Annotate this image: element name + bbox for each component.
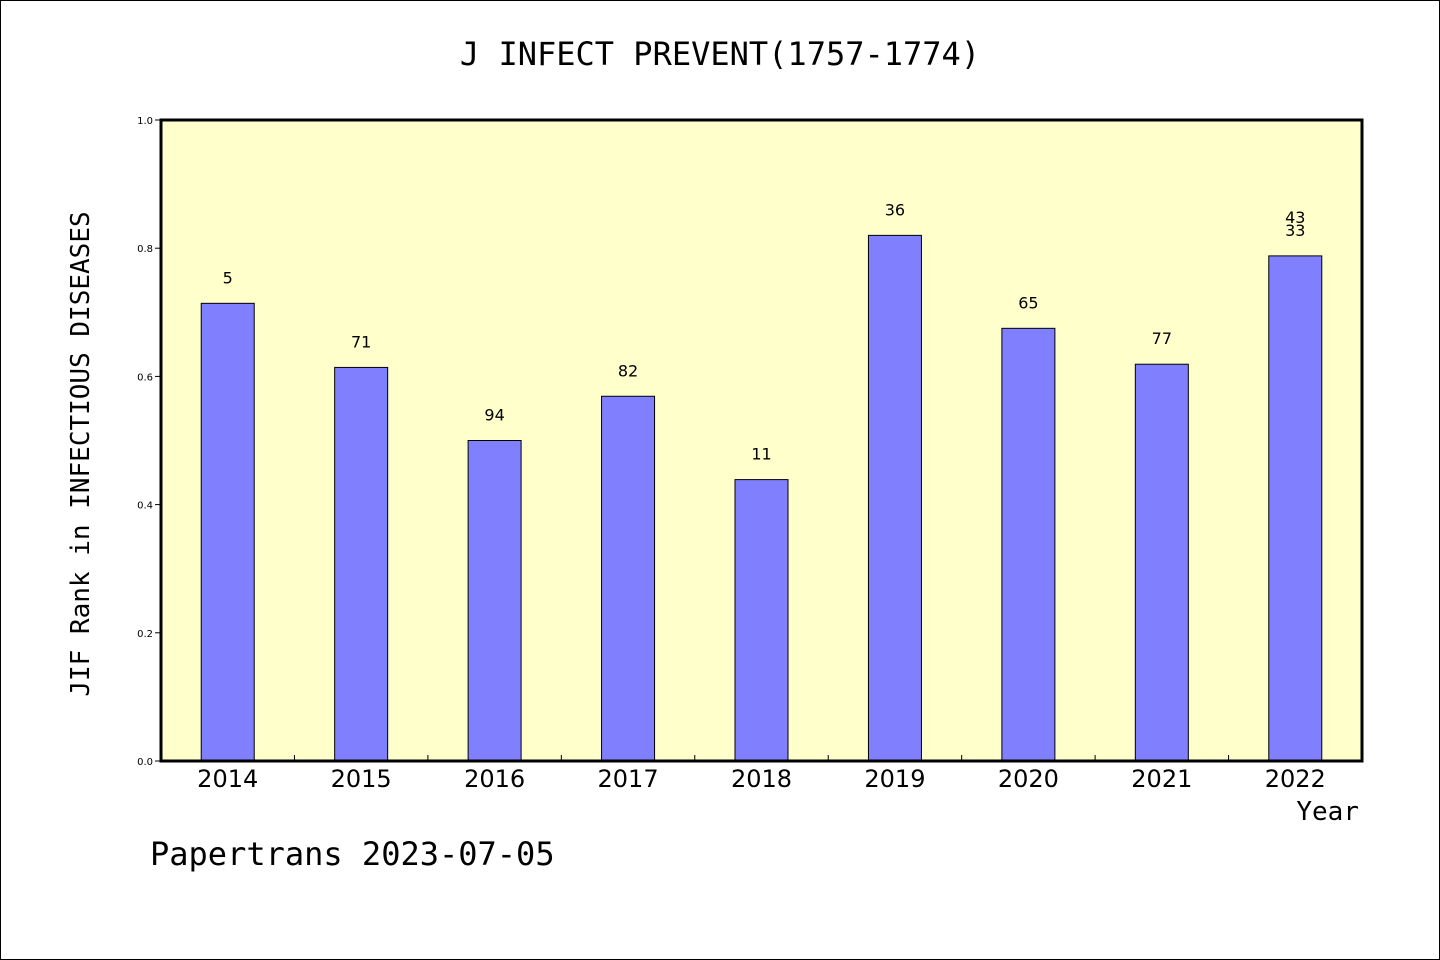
x-tick-label: 2016: [464, 765, 525, 793]
bar-data-label: 36: [885, 200, 905, 219]
bar: [1001, 327, 1056, 762]
footer-note: Papertrans 2023-07-05: [150, 835, 555, 873]
x-tick-label: 2020: [998, 765, 1059, 793]
x-tick-label: 2019: [864, 765, 925, 793]
x-tick-label: 2015: [331, 765, 392, 793]
x-tick-label: 2018: [731, 765, 792, 793]
x-tick-label: 2014: [197, 765, 258, 793]
bar: [200, 302, 255, 762]
x-axis-label: Year: [1296, 797, 1359, 827]
y-tick-label: 0.0: [137, 757, 153, 768]
bar: [467, 440, 522, 762]
bar-data-label: 5: [223, 268, 233, 287]
y-tick-label: 0.2: [137, 629, 153, 640]
bar-data-label: 43: [1285, 208, 1305, 227]
bar-data-label: 94: [484, 406, 504, 425]
bar-data-label: 77: [1152, 329, 1172, 348]
y-tick-label: 1.0: [137, 116, 153, 127]
bar-data-label: 71: [351, 332, 371, 351]
bar-data-label: 11: [751, 445, 771, 464]
bar: [867, 234, 922, 762]
x-tick-label: 2021: [1131, 765, 1192, 793]
bar: [1268, 255, 1323, 762]
y-tick-label: 0.4: [137, 501, 153, 512]
chart-title: J INFECT PREVENT(1757-1774): [459, 35, 981, 73]
bar-data-label: 33: [1285, 221, 1305, 240]
bar: [1134, 363, 1189, 762]
bar: [334, 366, 389, 762]
x-tick-label: 2022: [1265, 765, 1326, 793]
y-tick-label: 0.8: [137, 244, 153, 255]
y-tick-label: 0.6: [137, 372, 153, 383]
x-tick-label: 2017: [598, 765, 659, 793]
plot-border: [159, 118, 1364, 763]
bar: [601, 395, 656, 762]
bar-data-label: 65: [1018, 293, 1038, 312]
bar: [734, 479, 789, 762]
bar-data-label: 82: [618, 361, 638, 380]
